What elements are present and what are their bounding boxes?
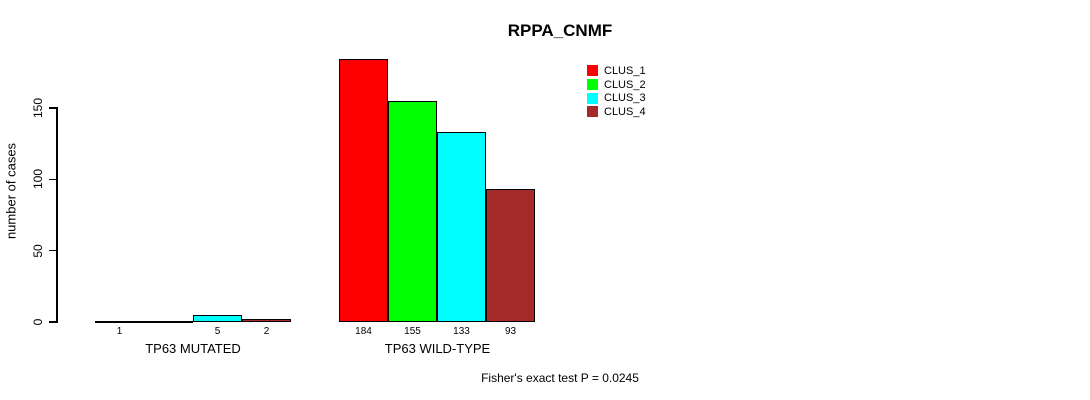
bar-clus_4 bbox=[242, 319, 291, 322]
bar-clus_4 bbox=[486, 189, 535, 322]
y-axis bbox=[56, 107, 58, 323]
legend-swatch-clus_4 bbox=[587, 106, 598, 118]
bar-clus_3 bbox=[193, 314, 242, 322]
bar-clus_1 bbox=[339, 59, 388, 322]
bar-value-label: 1 bbox=[116, 326, 123, 337]
y-tick-mark bbox=[49, 107, 56, 109]
y-tick-label: 50 bbox=[31, 243, 45, 258]
category-label: TP63 MUTATED bbox=[145, 341, 241, 356]
bar-clus_1 bbox=[95, 320, 144, 323]
y-tick-mark bbox=[49, 321, 56, 323]
y-axis-label: number of cases bbox=[3, 142, 19, 240]
legend-item: CLUS_1 bbox=[587, 64, 646, 78]
footnote: Fisher's exact test P = 0.0245 bbox=[481, 371, 639, 385]
legend-label: CLUS_4 bbox=[604, 105, 646, 118]
legend-item: CLUS_3 bbox=[587, 91, 646, 105]
bar-value-label: 184 bbox=[355, 326, 372, 337]
legend-item: CLUS_2 bbox=[587, 78, 646, 92]
legend-label: CLUS_2 bbox=[604, 78, 646, 91]
bar-value-label: 2 bbox=[263, 326, 270, 337]
bar-value-label: 93 bbox=[504, 326, 517, 337]
legend-swatch-clus_3 bbox=[587, 92, 598, 104]
legend-swatch-clus_2 bbox=[587, 79, 598, 91]
y-tick-label: 100 bbox=[31, 169, 45, 190]
legend: CLUS_1 CLUS_2 CLUS_3 CLUS_4 bbox=[587, 64, 646, 119]
y-tick-label: 150 bbox=[31, 97, 45, 119]
y-tick-mark bbox=[49, 249, 56, 252]
bar-clus_2 bbox=[144, 321, 193, 323]
bar-value-label: 155 bbox=[404, 326, 421, 337]
legend-swatch-clus_1 bbox=[587, 65, 598, 77]
bar-value-label: 133 bbox=[453, 326, 470, 337]
bar-clus_3 bbox=[437, 132, 486, 322]
bar-value-label: 5 bbox=[214, 326, 221, 337]
legend-label: CLUS_3 bbox=[604, 92, 646, 105]
legend-label: CLUS_1 bbox=[604, 64, 646, 77]
chart-title: RPPA_CNMF bbox=[507, 21, 613, 40]
legend-item: CLUS_4 bbox=[587, 105, 646, 119]
category-label: TP63 WILD-TYPE bbox=[384, 341, 491, 356]
y-tick-mark bbox=[49, 178, 56, 181]
y-tick-label: 0 bbox=[31, 318, 45, 326]
bar-clus_2 bbox=[388, 100, 437, 322]
